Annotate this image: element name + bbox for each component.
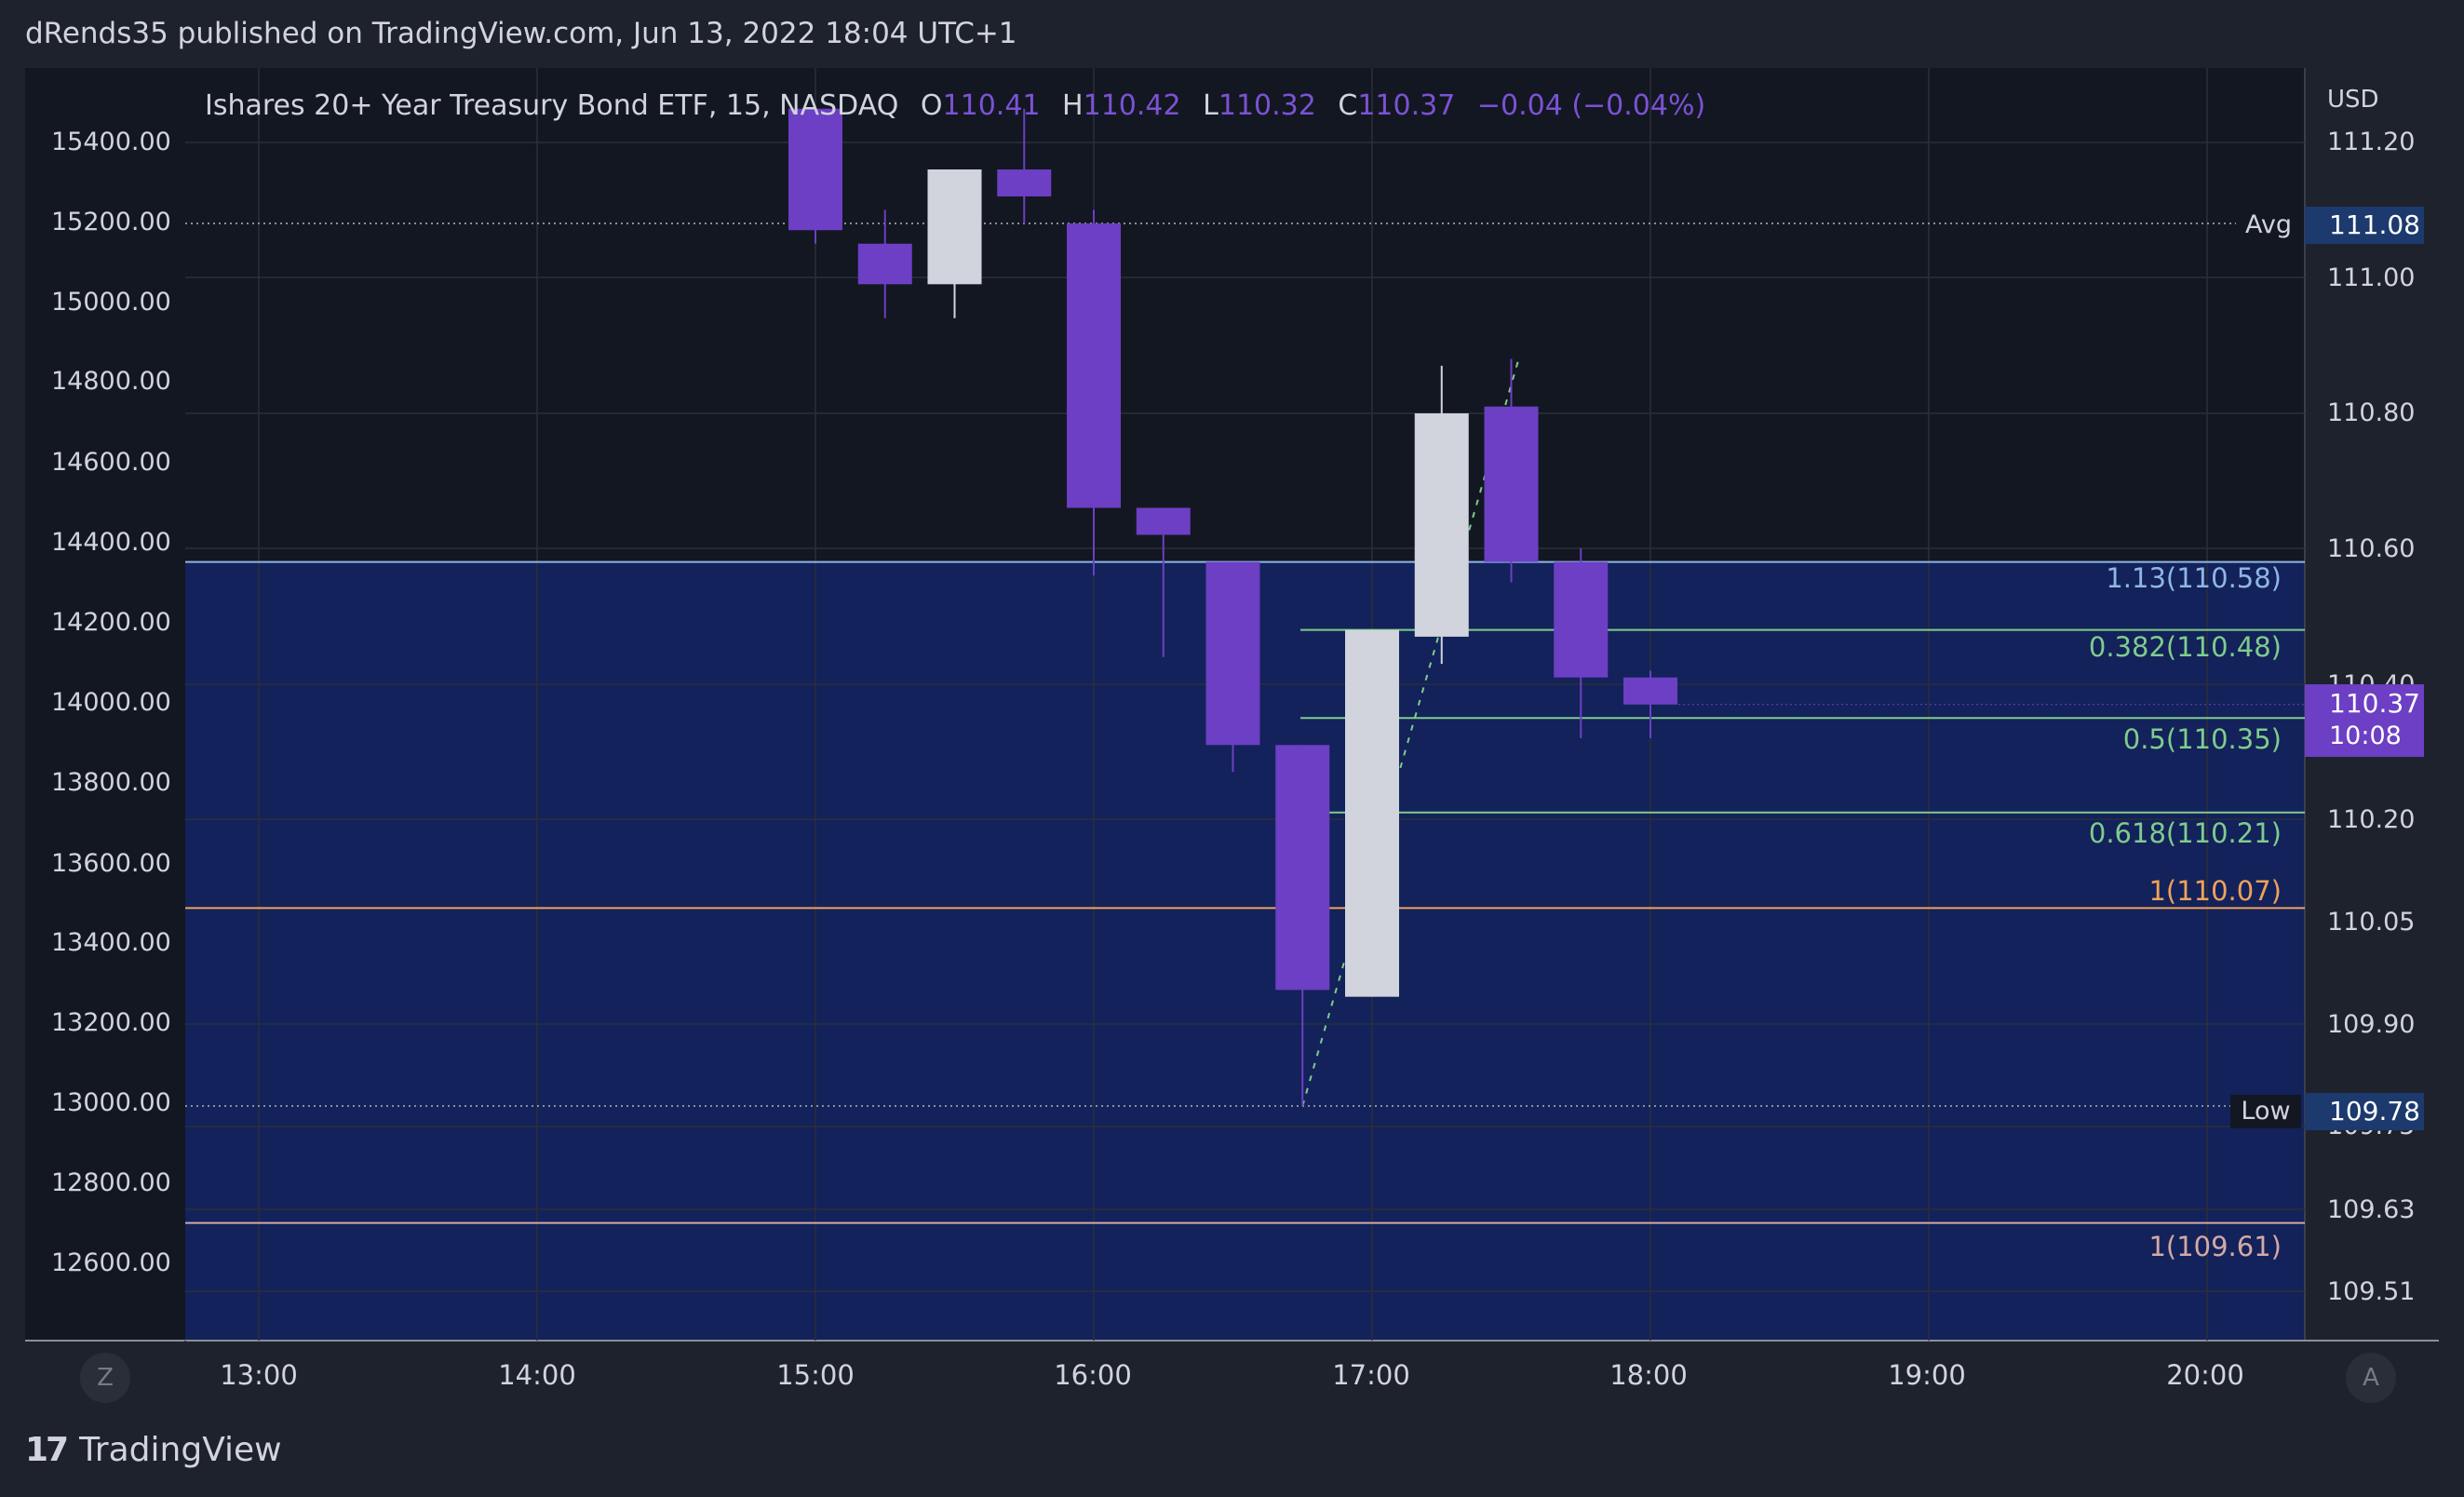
left-tick-label: 15000.00 — [51, 288, 171, 317]
candle-body — [1067, 223, 1121, 508]
avg-marker-label: Avg — [2236, 209, 2301, 242]
fib-label-0-382: 0.382(110.48) — [2088, 631, 2282, 663]
right-tick-label: 110.05 — [2327, 908, 2416, 937]
candle-body — [857, 243, 912, 285]
open-label: O — [920, 89, 943, 122]
fib-label-0-5: 0.5(110.35) — [2122, 723, 2282, 755]
right-tick-label: 111.20 — [2327, 128, 2416, 156]
left-tick-label: 12800.00 — [51, 1168, 171, 1197]
log-scale-toggle-button[interactable]: Z — [80, 1353, 130, 1403]
left-tick-label: 14200.00 — [51, 608, 171, 637]
candle-body — [1414, 413, 1469, 637]
bar-countdown: 10:08 — [2329, 722, 2402, 750]
fib-label-0-618: 0.618(110.21) — [2088, 817, 2282, 849]
last-price-marker: 110.37 10:08 — [2305, 684, 2424, 757]
time-tick-label: 16:00 — [1054, 1359, 1132, 1391]
published-header: dRends35 published on TradingView.com, J… — [25, 17, 1017, 50]
candle-body — [1275, 745, 1330, 991]
time-tick-label: 19:00 — [1888, 1359, 1966, 1391]
time-tick-label: 14:00 — [498, 1359, 576, 1391]
right-tick-label: 110.80 — [2327, 398, 2416, 427]
symbol-legend: Ishares 20+ Year Treasury Bond ETF, 15, … — [205, 89, 1705, 122]
left-tick-label: 13800.00 — [51, 768, 171, 797]
left-tick-label: 14400.00 — [51, 528, 171, 557]
right-tick-label: 109.51 — [2327, 1277, 2416, 1306]
candle-body — [1205, 561, 1260, 746]
candle-body — [927, 169, 982, 285]
left-tick-label: 13200.00 — [51, 1008, 171, 1037]
change-value: −0.04 (−0.04%) — [1476, 89, 1706, 122]
low-marker-value: 109.78 — [2305, 1093, 2424, 1130]
low-label: L — [1203, 89, 1219, 122]
open-value: 110.41 — [942, 89, 1041, 122]
time-axis-band — [25, 1342, 2439, 1409]
candle-body — [1484, 406, 1539, 562]
left-tick-label: 14600.00 — [51, 448, 171, 477]
candle-body — [1554, 561, 1609, 678]
tradingview-logo-mark: 17 — [25, 1431, 69, 1469]
tradingview-logo-text: TradingView — [79, 1431, 282, 1469]
symbol-name: Ishares 20+ Year Treasury Bond ETF, 15, … — [205, 89, 899, 122]
left-tick-label: 15200.00 — [51, 208, 171, 236]
right-tick-label: 110.60 — [2327, 534, 2416, 563]
currency-label: USD — [2327, 86, 2379, 114]
candle-body — [1623, 677, 1677, 705]
low-value: 110.32 — [1218, 89, 1316, 122]
left-tick-label: 13400.00 — [51, 928, 171, 957]
candle-body — [997, 169, 1052, 196]
left-tick-label: 13600.00 — [51, 849, 171, 878]
time-tick-label: 17:00 — [1332, 1359, 1410, 1391]
avg-marker-value: 111.08 — [2305, 207, 2424, 244]
auto-scale-toggle-button[interactable]: A — [2346, 1353, 2396, 1403]
tradingview-logo[interactable]: 17 TradingView — [25, 1431, 282, 1469]
left-tick-label: 15400.00 — [51, 128, 171, 156]
right-tick-label: 111.00 — [2327, 263, 2416, 292]
high-label: H — [1062, 89, 1084, 122]
time-tick-label: 20:00 — [2166, 1359, 2244, 1391]
time-tick-label: 15:00 — [776, 1359, 855, 1391]
close-label: C — [1338, 89, 1358, 122]
candle-body — [1345, 629, 1399, 997]
left-tick-label: 12600.00 — [51, 1248, 171, 1277]
left-tick-label: 14000.00 — [51, 688, 171, 717]
left-tick-label: 13000.00 — [51, 1088, 171, 1117]
candle-body — [1136, 507, 1191, 535]
candle-body — [788, 108, 842, 231]
fib-label-1-13: 1.13(110.58) — [2106, 562, 2282, 594]
right-tick-label: 109.90 — [2327, 1010, 2416, 1039]
right-tick-label: 110.20 — [2327, 805, 2416, 834]
last-price-value: 110.37 — [2329, 688, 2420, 719]
high-value: 110.42 — [1083, 89, 1181, 122]
right-tick-label: 109.63 — [2327, 1195, 2416, 1224]
time-tick-label: 13:00 — [220, 1359, 298, 1391]
fib-label-1-low: 1(109.61) — [2148, 1231, 2282, 1262]
close-value: 110.37 — [1357, 89, 1456, 122]
left-tick-label: 14800.00 — [51, 367, 171, 396]
low-marker-label: Low — [2230, 1095, 2301, 1128]
time-tick-label: 18:00 — [1609, 1359, 1688, 1391]
fib-label-1: 1(110.07) — [2148, 875, 2282, 907]
